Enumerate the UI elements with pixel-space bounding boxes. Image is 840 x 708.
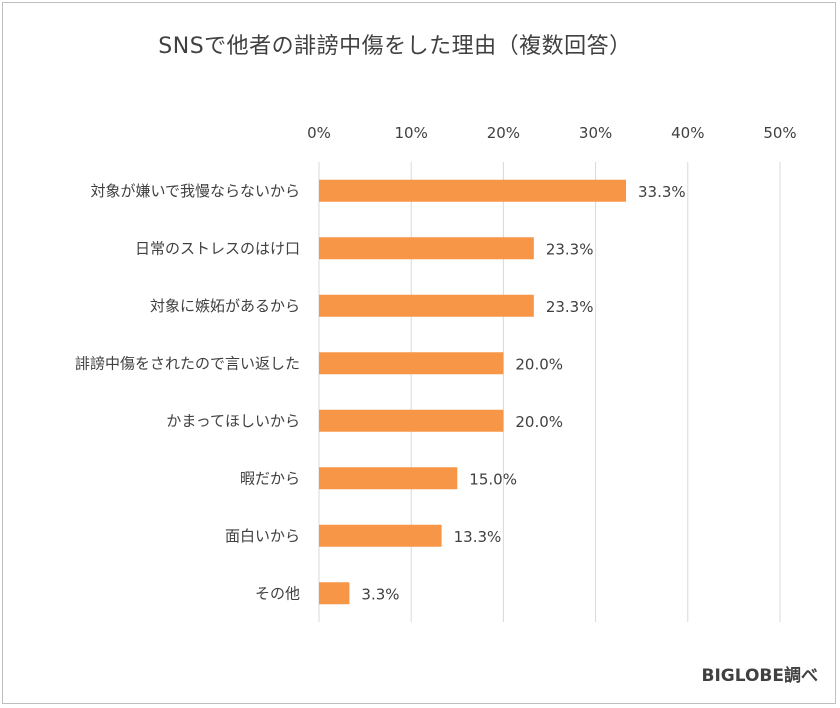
data-label: 33.3% [638, 183, 686, 201]
source-credit: BIGLOBE調べ [701, 666, 819, 686]
category-label: 暇だから [240, 469, 300, 487]
category-label: かまってほしいから [166, 412, 300, 430]
category-label: 面白いから [225, 527, 300, 545]
data-label: 20.0% [515, 355, 563, 373]
data-label: 3.3% [361, 585, 399, 603]
x-tick-label: 40% [671, 124, 704, 142]
category-label: 対象が嫌いで我慢ならないから [90, 182, 300, 200]
category-label: 日常のストレスのはけ口 [135, 239, 300, 257]
category-label: その他 [255, 584, 300, 602]
data-label: 13.3% [454, 528, 502, 546]
chart-title: SNSで他者の誹謗中傷をした理由（複数回答） [158, 34, 632, 59]
data-label: 23.3% [546, 298, 594, 316]
x-tick-label: 0% [307, 124, 331, 142]
bar [319, 294, 534, 317]
bar [319, 409, 504, 432]
category-label: 対象に嫉妬があるから [150, 297, 300, 315]
data-label: 15.0% [469, 470, 517, 488]
x-tick-label: 50% [763, 124, 796, 142]
category-label: 誹謗中傷をされたので言い返した [75, 354, 300, 372]
bar [319, 352, 504, 375]
data-label: 20.0% [515, 413, 563, 431]
x-tick-label: 30% [579, 124, 612, 142]
bar [319, 467, 458, 490]
bar [319, 179, 627, 202]
data-label: 23.3% [546, 240, 594, 258]
bar [319, 524, 442, 547]
bar [319, 582, 350, 605]
bar [319, 237, 534, 260]
x-tick-label: 10% [395, 124, 428, 142]
x-tick-label: 20% [487, 124, 520, 142]
